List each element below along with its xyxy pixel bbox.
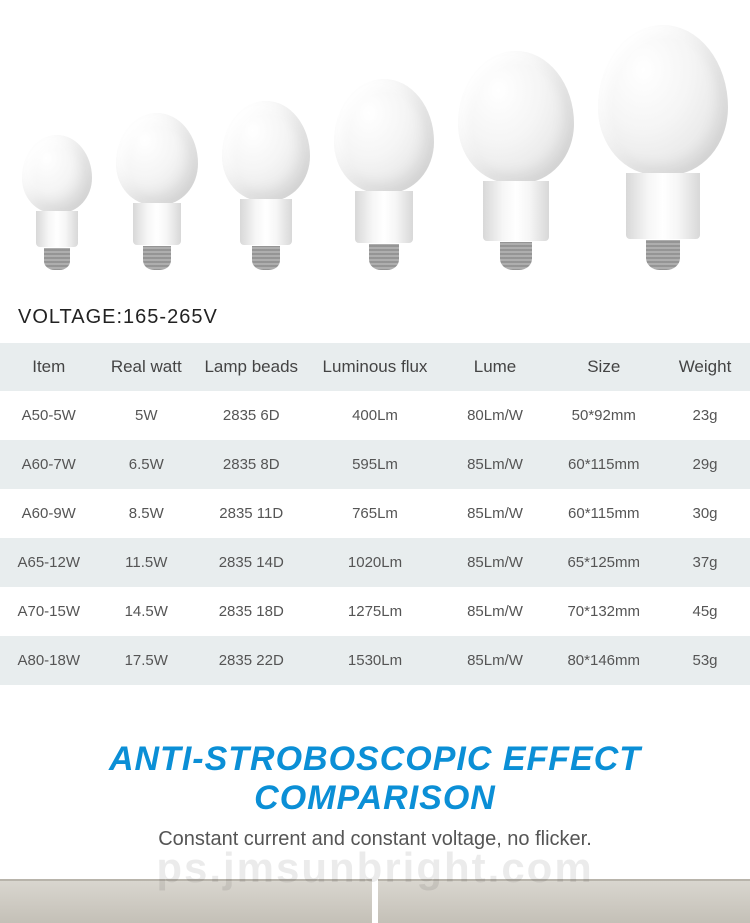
table-cell: 23g (660, 391, 750, 440)
bulb-glass (334, 79, 434, 193)
table-cell: 1020Lm (308, 538, 443, 587)
col-lamp-beads: Lamp beads (195, 343, 308, 391)
bulb-neck (133, 203, 181, 245)
spec-header-row: ItemReal wattLamp beadsLuminous fluxLume… (0, 343, 750, 391)
table-cell: 2835 8D (195, 440, 308, 489)
table-cell: 60*115mm (548, 440, 661, 489)
table-cell: 80Lm/W (443, 391, 548, 440)
table-cell: 29g (660, 440, 750, 489)
table-cell: 65*125mm (548, 538, 661, 587)
table-row: A50-5W5W2835 6D400Lm80Lm/W50*92mm23g (0, 391, 750, 440)
table-cell: A60-9W (0, 489, 98, 538)
table-cell: 2835 11D (195, 489, 308, 538)
table-cell: 70*132mm (548, 587, 661, 636)
bulb-6 (598, 25, 728, 270)
table-cell: A80-18W (0, 636, 98, 685)
bulb-3 (222, 101, 310, 270)
bulb-glass (116, 113, 198, 205)
table-cell: 1275Lm (308, 587, 443, 636)
bulb-lineup (0, 0, 750, 300)
table-cell: 595Lm (308, 440, 443, 489)
table-cell: 14.5W (98, 587, 196, 636)
table-cell: 80*146mm (548, 636, 661, 685)
comparison-image-right (378, 879, 750, 923)
table-row: A65-12W11.5W2835 14D1020Lm85Lm/W65*125mm… (0, 538, 750, 587)
table-cell: 11.5W (98, 538, 196, 587)
col-luminous-flux: Luminous flux (308, 343, 443, 391)
bulb-glass (598, 25, 728, 175)
table-cell: 2835 14D (195, 538, 308, 587)
table-cell: A60-7W (0, 440, 98, 489)
table-cell: 53g (660, 636, 750, 685)
table-row: A80-18W17.5W2835 22D1530Lm85Lm/W80*146mm… (0, 636, 750, 685)
col-size: Size (548, 343, 661, 391)
table-cell: 30g (660, 489, 750, 538)
table-cell: 37g (660, 538, 750, 587)
table-cell: 2835 6D (195, 391, 308, 440)
table-row: A60-7W6.5W2835 8D595Lm85Lm/W60*115mm29g (0, 440, 750, 489)
table-row: A60-9W8.5W2835 11D765Lm85Lm/W60*115mm30g (0, 489, 750, 538)
bulb-base (500, 242, 532, 270)
bulb-base (369, 244, 399, 270)
table-cell: 85Lm/W (443, 440, 548, 489)
table-cell: 17.5W (98, 636, 196, 685)
bulb-base (44, 248, 70, 270)
bulb-glass (222, 101, 310, 201)
section-subtitle: Constant current and constant voltage, n… (0, 828, 750, 851)
col-real-watt: Real watt (98, 343, 196, 391)
bulb-glass (458, 51, 574, 183)
bulb-glass (22, 135, 92, 213)
table-cell: A65-12W (0, 538, 98, 587)
bulb-base (252, 246, 280, 270)
col-weight: Weight (660, 343, 750, 391)
table-cell: 2835 22D (195, 636, 308, 685)
table-cell: 85Lm/W (443, 636, 548, 685)
col-lume: Lume (443, 343, 548, 391)
table-cell: 50*92mm (548, 391, 661, 440)
table-cell: 765Lm (308, 489, 443, 538)
bulb-1 (22, 135, 92, 270)
table-row: A70-15W14.5W2835 18D1275Lm85Lm/W70*132mm… (0, 587, 750, 636)
bulb-neck (355, 191, 413, 243)
bulb-neck (240, 199, 292, 245)
section-title: ANTI-STROBOSCOPIC EFFECT COMPARISON (0, 740, 750, 818)
bulb-4 (334, 79, 434, 270)
bulb-neck (626, 173, 700, 239)
bulb-5 (458, 51, 574, 270)
bulb-neck (36, 211, 78, 247)
table-cell: 2835 18D (195, 587, 308, 636)
col-item: Item (0, 343, 98, 391)
table-cell: 5W (98, 391, 196, 440)
spec-table: ItemReal wattLamp beadsLuminous fluxLume… (0, 343, 750, 685)
table-cell: 85Lm/W (443, 587, 548, 636)
bulb-base (646, 240, 680, 270)
bulb-2 (116, 113, 198, 270)
table-cell: 400Lm (308, 391, 443, 440)
table-cell: A50-5W (0, 391, 98, 440)
bulb-base (143, 246, 171, 270)
comparison-images (0, 879, 750, 923)
voltage-label: VOLTAGE:165-265V (0, 300, 750, 343)
table-cell: 8.5W (98, 489, 196, 538)
table-cell: 85Lm/W (443, 538, 548, 587)
table-cell: 85Lm/W (443, 489, 548, 538)
table-cell: 1530Lm (308, 636, 443, 685)
comparison-image-left (0, 879, 372, 923)
bulb-neck (483, 181, 549, 241)
table-cell: 6.5W (98, 440, 196, 489)
table-cell: 60*115mm (548, 489, 661, 538)
table-cell: A70-15W (0, 587, 98, 636)
spec-body: A50-5W5W2835 6D400Lm80Lm/W50*92mm23gA60-… (0, 391, 750, 685)
table-cell: 45g (660, 587, 750, 636)
